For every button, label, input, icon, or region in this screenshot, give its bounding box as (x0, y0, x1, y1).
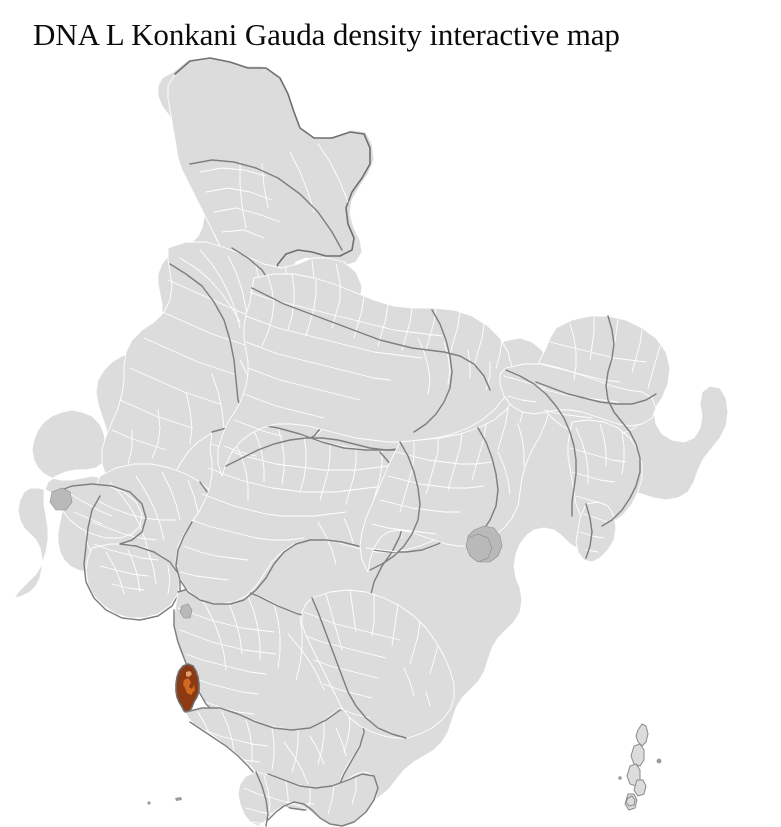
kutch-dark-tip (49, 487, 73, 511)
tamilnadu-border (267, 773, 379, 827)
andhra-telangana-region[interactable] (301, 589, 455, 739)
map-canvas[interactable] (0, 52, 781, 827)
gujarat-districts (69, 471, 201, 595)
gangetic-plain-region[interactable] (217, 273, 513, 477)
coastal-detail (179, 533, 493, 619)
jammu-kashmir-outline (174, 57, 371, 277)
up-bihar-land[interactable] (217, 273, 513, 477)
saurashtra[interactable] (85, 543, 181, 619)
lakshadweep-dot-1 (147, 801, 151, 805)
bengal-coast-dark (465, 533, 493, 563)
car-nicobar-island (625, 795, 636, 807)
north-india-region[interactable] (167, 57, 371, 283)
andaman-nicobar-islands[interactable] (618, 723, 662, 827)
jk-state-border (189, 159, 343, 251)
northeast-state-borders (505, 315, 657, 559)
north-district-lines (199, 143, 349, 239)
middle-andaman-island (630, 743, 645, 767)
karnataka-border (185, 707, 365, 811)
goa-accent-stripe (183, 678, 195, 695)
page-title: DNA L Konkani Gauda density interactive … (33, 17, 620, 52)
kerala-border (255, 771, 269, 827)
odisha-border (369, 441, 421, 571)
andhra-land[interactable] (301, 589, 455, 739)
north-andaman-island (635, 723, 649, 747)
northeast-districts (503, 317, 661, 553)
up-border (251, 287, 491, 391)
nicobar-dot-2 (618, 776, 622, 780)
india-map-svg[interactable] (0, 52, 781, 827)
gangetic-south-border (225, 437, 403, 467)
goa-accent-light (186, 671, 192, 677)
andaman-lower-island (633, 779, 647, 797)
south-india-region[interactable] (237, 771, 379, 827)
goa-highlighted-region[interactable] (175, 663, 200, 714)
mp-border (175, 423, 469, 605)
karnataka-region[interactable] (185, 707, 365, 811)
lakshadweep-dot-2 (175, 797, 182, 801)
northeast-finger-land[interactable] (575, 501, 617, 563)
andhra-border (311, 597, 407, 739)
gangetic-districts (223, 273, 503, 457)
mumbai-coast-dark (179, 603, 193, 619)
northeast-india-region[interactable] (499, 315, 671, 563)
nicobar-dot-1 (656, 758, 662, 764)
bihar-border (413, 309, 453, 433)
south-districts (243, 775, 357, 825)
andhra-districts (303, 589, 439, 719)
lakshadweep-islands[interactable] (147, 797, 182, 827)
